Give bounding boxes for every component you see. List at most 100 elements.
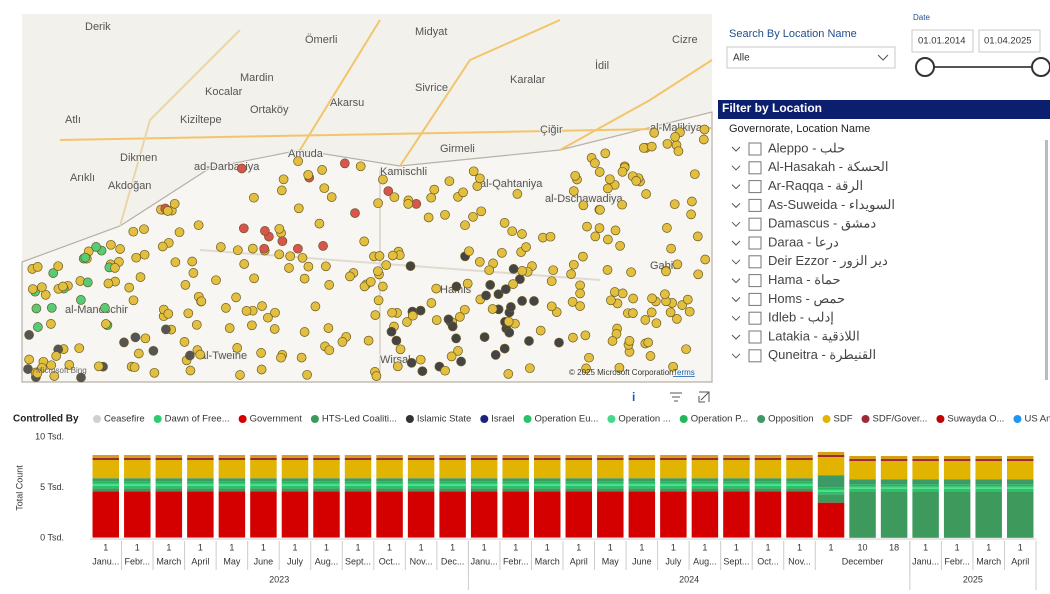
map-marker[interactable]: [415, 305, 426, 316]
bar-segment[interactable]: [597, 481, 624, 484]
map-marker[interactable]: [318, 241, 328, 251]
bar-segment[interactable]: [597, 460, 624, 479]
bar-segment[interactable]: [250, 485, 277, 489]
bar-segment[interactable]: [344, 485, 372, 489]
bar-segment[interactable]: [628, 536, 656, 538]
bar-segment[interactable]: [1006, 536, 1034, 538]
map-marker[interactable]: [319, 183, 330, 194]
checkbox[interactable]: [748, 236, 762, 250]
bar-segment[interactable]: [943, 484, 971, 487]
bar-segment[interactable]: [250, 491, 277, 537]
map-marker[interactable]: [617, 166, 628, 177]
bar-segment[interactable]: [691, 458, 719, 461]
map-marker[interactable]: [426, 298, 437, 308]
map-marker[interactable]: [602, 265, 613, 275]
bar-segment[interactable]: [597, 458, 624, 461]
map-marker[interactable]: [278, 174, 289, 185]
bar-segment[interactable]: [407, 481, 435, 484]
bar-segment[interactable]: [470, 485, 498, 489]
bar-segment[interactable]: [281, 491, 309, 537]
map-marker[interactable]: [590, 231, 601, 242]
map-marker[interactable]: [468, 166, 479, 177]
map-marker[interactable]: [188, 268, 199, 278]
map-marker[interactable]: [82, 277, 93, 288]
map-marker[interactable]: [529, 296, 539, 306]
bar-segment[interactable]: [628, 458, 656, 461]
bar-segment[interactable]: [786, 483, 813, 486]
bar-segment[interactable]: [92, 491, 120, 537]
bar-segment[interactable]: [313, 485, 340, 489]
bar-segment[interactable]: [880, 488, 908, 492]
filter-item[interactable]: Latakia - اللاذقية: [768, 328, 860, 343]
bar-segment[interactable]: [975, 461, 1002, 480]
filter-item[interactable]: Idleb - إدلب: [768, 310, 834, 326]
map-marker[interactable]: [115, 244, 125, 254]
bar-segment[interactable]: [817, 494, 845, 503]
bar-segment[interactable]: [502, 485, 529, 489]
bar-segment[interactable]: [187, 483, 214, 486]
map-marker[interactable]: [185, 350, 195, 361]
bar-segment[interactable]: [628, 485, 656, 489]
map-marker[interactable]: [617, 199, 627, 210]
map-marker[interactable]: [582, 221, 592, 232]
bar-segment[interactable]: [376, 536, 403, 538]
map-marker[interactable]: [525, 363, 535, 374]
bar-segment[interactable]: [943, 486, 971, 489]
bar-segment[interactable]: [1006, 486, 1034, 489]
map-marker[interactable]: [681, 344, 691, 355]
bar-segment[interactable]: [943, 479, 971, 485]
map-marker[interactable]: [196, 296, 207, 307]
bar-segment[interactable]: [786, 481, 813, 484]
map-marker[interactable]: [607, 336, 618, 346]
bar-segment[interactable]: [250, 488, 277, 492]
map-marker[interactable]: [323, 323, 334, 333]
bar-segment[interactable]: [691, 491, 719, 537]
map-marker[interactable]: [249, 192, 259, 203]
bar-segment[interactable]: [502, 481, 529, 484]
map-marker[interactable]: [232, 343, 243, 353]
bar-segment[interactable]: [817, 536, 845, 538]
bar-segment[interactable]: [281, 488, 309, 492]
bar-segment[interactable]: [344, 481, 372, 484]
bar-segment[interactable]: [754, 478, 782, 482]
bar-segment[interactable]: [470, 491, 498, 537]
bar-segment[interactable]: [218, 536, 246, 538]
map-marker[interactable]: [647, 293, 657, 304]
map-marker[interactable]: [270, 307, 280, 318]
bar-segment[interactable]: [912, 484, 939, 487]
filter-item[interactable]: Homs - حمص: [768, 291, 845, 307]
map-marker[interactable]: [260, 226, 270, 236]
map-marker[interactable]: [651, 318, 662, 329]
bar-segment[interactable]: [439, 491, 466, 537]
bar-segment[interactable]: [313, 458, 340, 461]
bar-segment[interactable]: [502, 488, 529, 492]
expand-chevron[interactable]: [731, 315, 741, 321]
map-marker[interactable]: [485, 280, 496, 290]
map-marker[interactable]: [297, 252, 308, 263]
bar-segment[interactable]: [849, 488, 876, 492]
expand-chevron[interactable]: [731, 184, 741, 190]
map-marker[interactable]: [231, 292, 241, 303]
bar-segment[interactable]: [597, 488, 624, 492]
map-marker[interactable]: [490, 350, 501, 360]
bar-segment[interactable]: [912, 455, 939, 460]
legend-label[interactable]: HTS-Led Coaliti...: [322, 414, 397, 425]
map-marker[interactable]: [33, 322, 43, 332]
bar-segment[interactable]: [407, 491, 435, 537]
map-marker[interactable]: [446, 351, 457, 362]
map-marker[interactable]: [548, 265, 559, 276]
map-marker[interactable]: [631, 176, 642, 186]
bar-segment[interactable]: [187, 536, 214, 538]
bar-segment[interactable]: [155, 454, 183, 459]
map-marker[interactable]: [566, 269, 576, 279]
bar-segment[interactable]: [502, 483, 529, 486]
map-marker[interactable]: [508, 264, 519, 274]
bar-segment[interactable]: [187, 491, 214, 537]
map-marker[interactable]: [24, 330, 34, 340]
bar-segment[interactable]: [849, 459, 876, 462]
bar-segment[interactable]: [817, 454, 845, 457]
map-marker[interactable]: [317, 165, 327, 175]
map-marker[interactable]: [161, 324, 171, 335]
bar-segment[interactable]: [660, 536, 687, 538]
bar-segment[interactable]: [187, 481, 214, 484]
